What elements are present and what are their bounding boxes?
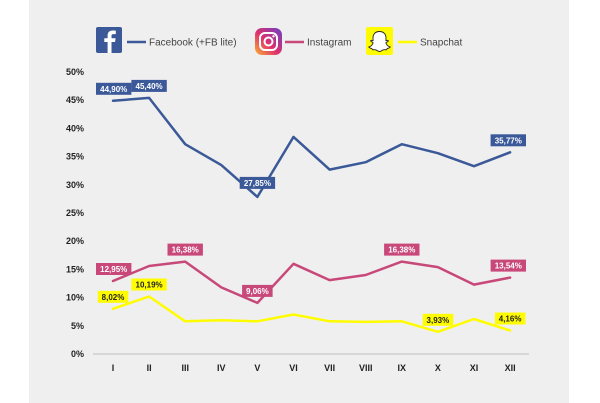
data-label: 12,95%	[96, 263, 132, 275]
y-tick-label: 40%	[66, 123, 84, 133]
y-tick-label: 10%	[66, 293, 84, 303]
data-label-box	[494, 312, 526, 325]
y-tick-label: 0%	[71, 349, 84, 359]
data-label-box	[96, 263, 132, 275]
x-tick-label: IV	[217, 363, 226, 373]
data-label-box	[131, 278, 167, 291]
data-label-box	[384, 243, 420, 256]
data-label-text: 4,16%	[499, 315, 522, 324]
data-label-text: 45,40%	[136, 82, 163, 91]
y-tick-label: 45%	[66, 95, 84, 105]
data-label-text: 27,85%	[244, 179, 271, 188]
data-label: 35,77%	[490, 134, 526, 147]
legend-label-snapchat: Snapchat	[420, 38, 462, 49]
data-label-text: 13,54%	[495, 262, 522, 271]
data-label: 9,06%	[242, 284, 273, 297]
x-tick-label: II	[147, 363, 152, 373]
x-tick-label: XI	[470, 363, 479, 373]
data-label: 4,16%	[494, 312, 526, 325]
data-label: 45,40%	[131, 79, 167, 92]
y-tick-label: 50%	[66, 67, 84, 77]
legend-label-facebook: Facebook (+FB lite)	[149, 38, 237, 49]
series-line-snapchat	[111, 295, 512, 334]
y-axis: 0% 5% 10% 15% 20% 25% 30% 35% 40% 45% 50%	[66, 67, 84, 359]
facebook-icon	[96, 27, 122, 53]
data-label-text: 44,90%	[100, 85, 127, 94]
data-label: 10,19%	[131, 278, 167, 291]
data-label-box	[167, 243, 203, 256]
data-label-text: 16,38%	[388, 246, 415, 255]
x-tick-label: VII	[324, 363, 335, 373]
data-label-text: 8,02%	[102, 293, 125, 302]
y-tick-label: 15%	[66, 264, 84, 274]
x-tick-label: I	[112, 363, 115, 373]
series-line-instagram	[111, 260, 512, 305]
y-tick-label: 35%	[66, 152, 84, 162]
data-label: 3,93%	[422, 313, 454, 326]
data-label-box	[96, 82, 132, 95]
x-axis: I II III IV V VI VII VIII IX X XI XII	[93, 353, 529, 373]
data-label-box	[490, 134, 526, 147]
x-tick-label: X	[435, 363, 441, 373]
data-label-text: 9,06%	[246, 287, 269, 296]
data-label-text: 12,95%	[100, 265, 127, 274]
y-tick-label: 25%	[66, 208, 84, 218]
y-tick-label: 20%	[66, 236, 84, 246]
data-labels-layer: 44,90% 45,40% 27,85% 35,77% 12,95% 16,38% 9,06…	[96, 79, 526, 326]
legend: Facebook (+FB lite) Instagram Snapchat	[96, 27, 462, 55]
snapchat-icon	[366, 27, 393, 55]
chart-panel	[29, 0, 569, 403]
x-tick-label: IX	[398, 363, 407, 373]
data-label: 44,90%	[96, 82, 132, 95]
data-label-box	[490, 259, 526, 272]
instagram-icon	[255, 28, 282, 55]
data-label-box	[422, 313, 454, 326]
data-label-text: 3,93%	[427, 316, 450, 325]
x-tick-label: VIII	[359, 363, 373, 373]
data-label-box	[131, 79, 167, 92]
x-tick-label: III	[181, 363, 189, 373]
x-tick-label: VI	[289, 363, 298, 373]
data-label: 16,38%	[384, 243, 420, 256]
data-label: 13,54%	[490, 259, 526, 272]
data-label: 8,02%	[97, 290, 129, 303]
x-tick-label: V	[254, 363, 260, 373]
data-label-box	[239, 176, 276, 189]
data-label-text: 35,77%	[495, 136, 522, 145]
legend-label-instagram: Instagram	[307, 38, 351, 49]
series-layer	[111, 96, 512, 334]
data-label-text: 10,19%	[136, 281, 163, 290]
data-label: 27,85%	[239, 176, 276, 189]
data-label-box	[97, 290, 129, 303]
data-label: 16,38%	[167, 243, 203, 256]
data-label-box	[242, 284, 273, 297]
y-tick-label: 5%	[71, 321, 84, 331]
y-tick-label: 30%	[66, 180, 84, 190]
x-tick-label: XII	[505, 363, 516, 373]
data-label-text: 16,38%	[172, 246, 199, 255]
series-line-facebook-fb-lite	[111, 96, 512, 199]
